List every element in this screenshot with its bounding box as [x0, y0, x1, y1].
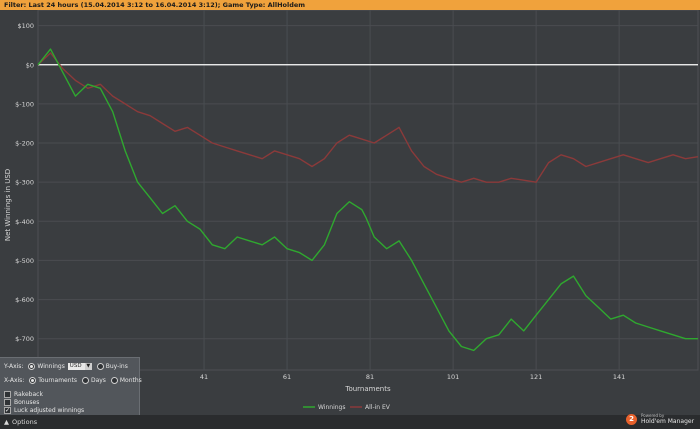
y-tick-label: $100	[17, 22, 34, 30]
hm2-badge-icon: 2	[626, 414, 637, 425]
luck-label[interactable]: Luck adjusted winnings	[14, 407, 85, 414]
expand-arrow-icon[interactable]: ▲	[4, 418, 9, 426]
months-radio[interactable]	[110, 377, 118, 384]
filter-bar: Filter: Last 24 hours (15.04.2014 3:12 t…	[0, 0, 700, 10]
days-radio[interactable]	[81, 377, 89, 384]
series-group	[37, 48, 699, 352]
chevron-down-icon[interactable]: ▼	[84, 363, 92, 370]
y-tick-label: $-400	[15, 218, 34, 226]
x-axis-ticks: 41 61 81 101 121 141	[200, 373, 625, 381]
y-tick-label: $-600	[15, 296, 34, 304]
buyins-radio[interactable]	[96, 363, 104, 370]
x-tick-label: 121	[530, 373, 542, 381]
powered-by-text: Powered by	[641, 413, 665, 418]
luck-row[interactable]: ✓ Luck adjusted winnings	[4, 406, 84, 415]
legend: Winnings All-in EV	[303, 404, 391, 411]
rakeback-label[interactable]: Rakeback	[14, 391, 43, 398]
winnings-radio-label[interactable]: Winnings	[37, 363, 65, 370]
bonuses-label[interactable]: Bonuses	[14, 399, 40, 406]
y-axis-label: Net Winnings in USD	[4, 169, 12, 241]
currency-value: USD	[69, 363, 82, 369]
x-tick-label: 101	[447, 373, 459, 381]
y-axis-ticks: $100 $0 $-100 $-200 $-300 $-400 $-500 $-600 $-70…	[15, 22, 34, 343]
y-tick-label: $-500	[15, 257, 34, 265]
axis-options-panel: Y-Axis: Winnings USD ▼ Buy-ins X-Axis: To…	[0, 357, 142, 416]
y-tick-label: $-200	[15, 140, 34, 148]
x-tick-label: 81	[366, 373, 374, 381]
luck-checkbox[interactable]: ✓	[4, 407, 11, 414]
currency-select[interactable]: USD ▼	[67, 363, 92, 370]
rakeback-row[interactable]: Rakeback	[4, 390, 43, 399]
tournaments-radio-label[interactable]: Tournaments	[38, 377, 78, 384]
bonuses-row[interactable]: Bonuses	[4, 398, 39, 407]
winnings-radio[interactable]	[28, 363, 36, 370]
legend-label-allin-ev: All-in EV	[365, 404, 391, 411]
months-radio-label[interactable]: Months	[119, 377, 142, 384]
series-line-winnings	[37, 48, 698, 352]
tournaments-radio[interactable]	[29, 377, 37, 384]
legend-label-winnings: Winnings	[318, 404, 345, 411]
buyins-radio-label[interactable]: Buy-ins	[105, 363, 128, 370]
series-line-all-in-ev	[37, 52, 699, 183]
yaxis-label: Y-Axis:	[4, 363, 24, 370]
yaxis-row: Y-Axis: Winnings USD ▼ Buy-ins	[4, 362, 128, 371]
xaxis-label: X-Axis:	[4, 377, 25, 384]
plot-area	[37, 10, 699, 371]
net-winnings-chart: $100 $0 $-100 $-200 $-300 $-400 $-500 $-600 $-70…	[0, 10, 700, 415]
xaxis-row: X-Axis: Tournaments Days Months	[4, 376, 142, 385]
y-tick-label: $-300	[15, 179, 34, 187]
product-name: Hold'em Manager	[641, 418, 695, 425]
x-tick-label: 41	[200, 373, 208, 381]
x-axis-label: Tournaments	[344, 385, 391, 393]
filter-text: Filter: Last 24 hours (15.04.2014 3:12 t…	[4, 1, 306, 9]
y-tick-label: $0	[26, 61, 34, 69]
rakeback-checkbox[interactable]	[4, 391, 11, 398]
bonuses-checkbox[interactable]	[4, 399, 11, 406]
x-tick-label: 61	[283, 373, 291, 381]
options-toggle[interactable]: Options	[12, 418, 38, 426]
y-tick-label: $-700	[15, 335, 34, 343]
options-bar: ▲ Options	[0, 415, 700, 429]
hm2-logo: 2 Powered by Hold'em Manager	[626, 410, 694, 428]
days-radio-label[interactable]: Days	[90, 377, 106, 384]
x-tick-label: 141	[613, 373, 625, 381]
y-tick-label: $-100	[15, 100, 34, 108]
